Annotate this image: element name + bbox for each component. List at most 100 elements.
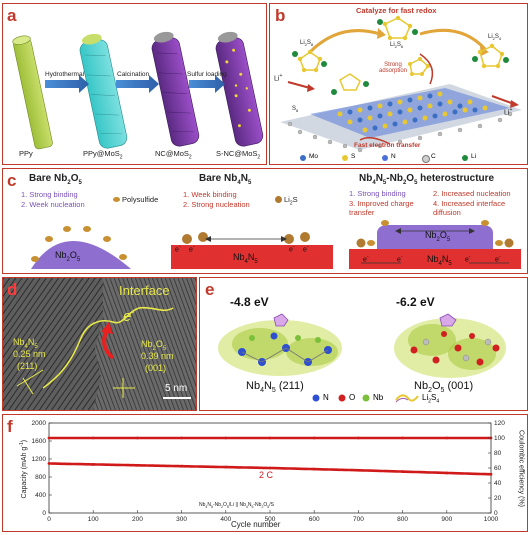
panel-d-left-d: 0.25 nm — [13, 349, 46, 359]
polysulfide-dot — [113, 197, 120, 202]
rod-ppy — [12, 35, 53, 150]
col3-item-2: 2. Increased nucleation — [433, 189, 511, 198]
col3-electron-4: e- — [495, 254, 501, 264]
panel-d-right-d: 0.39 nm — [141, 351, 174, 361]
panel-c-label: c — [7, 171, 17, 190]
data-point-ce — [357, 436, 360, 440]
legend-c: C — [431, 153, 436, 160]
arrow-label-sulfur: Sulfur loading — [187, 71, 227, 78]
panel-d-left-phase: Nb4N5 — [13, 337, 38, 350]
panel-e-legend-n: N — [323, 393, 329, 402]
col1-title: Bare Nb2O5 — [29, 173, 82, 187]
panel-e-energy-2: -6.2 eV — [396, 295, 435, 309]
panel-b-li-right: Li+ — [504, 107, 513, 117]
polysulfide-legend: Polysulfide — [113, 196, 158, 204]
panel-e-name-2: Nb2O5 (001) — [414, 380, 474, 395]
y-tick-label-right: 0 — [494, 510, 498, 517]
arrow-calcination — [116, 75, 159, 93]
data-point-capacity — [489, 472, 493, 476]
panel-f: f 0 100 200 300 400 500 600 700 800 900 1000 0 400 80… — [2, 414, 528, 532]
data-point-ce — [312, 436, 316, 440]
interface-line — [42, 306, 174, 389]
data-point-ce — [47, 436, 51, 440]
col3-item-4: 4. Increased interface diffusion — [433, 199, 506, 217]
panel-b-adsorption: Strong adsorption — [378, 62, 408, 74]
y-tick-label-left: 1200 — [32, 456, 47, 463]
col2-item-1: 1. Week binding — [183, 190, 237, 199]
x-tick-label: 0 — [47, 516, 51, 523]
legend-s: S — [351, 153, 356, 160]
panel-e-legend-o: O — [349, 393, 356, 402]
data-point-capacity — [445, 471, 449, 475]
data-point-ce — [91, 436, 95, 440]
panel-a: a — [2, 3, 267, 165]
legend-li: Li — [471, 153, 477, 160]
col1-item-1: 1. Strong binding — [21, 190, 78, 199]
col2-nb4n5: Nb4N5 — [233, 252, 258, 265]
panel-b-species-3: Li2S4 — [488, 34, 502, 42]
arrow-label-calcination: Calcination — [117, 71, 150, 78]
panel-e-energy-1: -4.8 eV — [230, 295, 269, 309]
x-tick-label: 300 — [176, 516, 187, 523]
rod-s-nc-mos2 — [215, 31, 264, 147]
data-point-ce — [136, 436, 139, 440]
data-point-ce — [180, 436, 184, 440]
y-tick-label-right: 20 — [494, 495, 502, 502]
x-tick-label: 400 — [220, 516, 231, 523]
panel-b-li-left: Li+ — [274, 73, 283, 83]
panel-a-label: a — [7, 6, 17, 25]
x-tick-label: 900 — [441, 516, 452, 523]
data-point-capacity — [91, 463, 95, 466]
x-tick-label: 1000 — [484, 516, 499, 523]
panel-f-cell-label: Nb4N5-Nb2O5/Li || Nb4N5-Nb2O5/S — [199, 502, 274, 509]
panel-e-legend-li2s4: Li2S4 — [422, 393, 440, 405]
panel-f-ylabel-left: Capacity (mAh g-1) — [18, 439, 29, 499]
panel-b-species-2: Li2S6 — [390, 42, 404, 50]
stage-label-nc-mos2: NC@MoS2 — [155, 149, 192, 161]
legend-li-dot — [462, 155, 468, 161]
panel-e-name-1: Nb4N5 (211) — [246, 380, 304, 395]
panel-e-label: e — [205, 280, 215, 299]
arrow-label-hydrothermal: Hydrothermal — [45, 71, 85, 78]
panel-b-electron: Fast electron transfer — [354, 142, 421, 149]
panel-a-schematic — [12, 31, 264, 150]
panel-b-schematic — [280, 15, 522, 153]
col3-title: Nb4N5-Nb2O5 heterostructure — [359, 173, 495, 187]
col2-title: Bare Nb4N5 — [199, 173, 252, 187]
panel-f-xlabel: Cycle number — [231, 520, 281, 529]
col3-item-3: 3. Improved charge transfer — [349, 199, 414, 217]
panel-d-right-phase: Nb2O5 — [141, 339, 167, 352]
panel-d-label: d — [7, 280, 18, 299]
x-tick-label: 100 — [88, 516, 99, 523]
panel-b-title: Catalyze for fast redox — [356, 6, 437, 15]
cycling-chart: 0 100 200 300 400 500 600 700 800 900 100004008001… — [32, 420, 506, 523]
rod-ppy-mos2 — [79, 33, 128, 149]
panel-b-legend: Mo S N C Li — [300, 153, 520, 164]
y-tick-label-left: 1600 — [32, 438, 47, 445]
x-tick-label: 700 — [353, 516, 364, 523]
panel-b-species-4: S8 — [292, 106, 299, 114]
arrow-hydrothermal — [45, 75, 89, 93]
data-point-capacity — [401, 470, 404, 473]
col2-electron-3: e- — [289, 244, 295, 254]
x-tick-label: 500 — [265, 516, 276, 523]
col2-electron-1: e- — [175, 244, 181, 254]
catalyst-sheet — [310, 88, 510, 138]
data-point-capacity — [224, 465, 228, 469]
data-point-capacity — [136, 463, 139, 467]
y-tick-label-left: 2000 — [32, 420, 47, 427]
col3-electron-3: e- — [465, 254, 471, 264]
arrow-sulfur — [189, 75, 225, 93]
y-tick-label-left: 400 — [35, 492, 46, 499]
li2s-dot — [275, 196, 282, 203]
y-tick-label-left: 800 — [35, 474, 46, 481]
stage-label-ppy: PPy — [19, 149, 33, 158]
legend-c-dot — [422, 155, 430, 163]
y-tick-label-right: 120 — [494, 420, 505, 427]
col2-item-2: 2. Strong nucleation — [183, 200, 250, 209]
data-point-capacity — [268, 466, 272, 470]
stage-label-ppy-mos2: PPy@MoS2 — [83, 149, 123, 161]
col3-schematic — [349, 220, 521, 269]
y-tick-label-right: 40 — [494, 480, 502, 487]
